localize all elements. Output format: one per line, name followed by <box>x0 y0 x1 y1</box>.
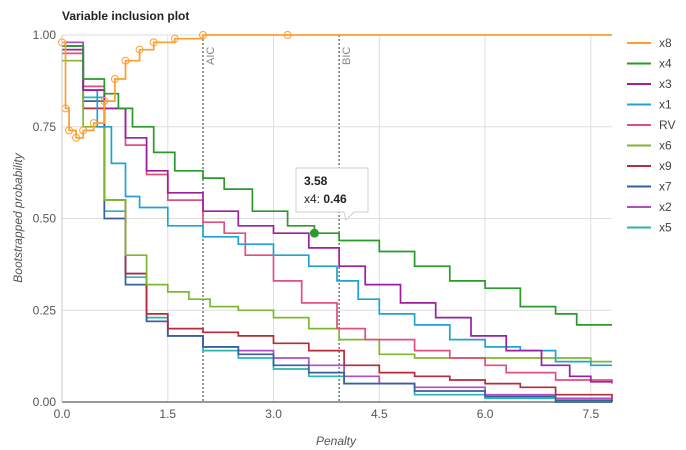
series-line-x2 <box>62 41 613 402</box>
series-point-x8 <box>170 34 179 43</box>
legend-label-x9: x9 <box>659 159 672 173</box>
tooltip-x-value: 3.58 <box>304 174 328 188</box>
legend-label-x1: x1 <box>659 98 672 112</box>
series-point-x8 <box>149 38 158 47</box>
series-point-x8 <box>100 97 109 106</box>
series-point-x8 <box>110 75 119 84</box>
legend-label-x2: x2 <box>659 200 672 214</box>
bic-label: BIC <box>341 47 353 65</box>
y-tick-label: 0.75 <box>33 120 57 134</box>
x-axis-label: Penalty <box>316 434 357 448</box>
y-axis-label: Bootstrapped probability <box>11 152 25 282</box>
series-point-x8 <box>72 133 81 142</box>
series-line-x8 <box>62 34 612 139</box>
chart-title: Variable inclusion plot <box>62 9 189 23</box>
legend: x8 x4 x3 x1 RV x6 x9 x7 x2 x5 <box>627 36 675 235</box>
series-point-x8 <box>135 45 144 54</box>
x-tick-label: 6.0 <box>477 407 494 421</box>
series-line-x4 <box>62 45 612 326</box>
y-tick-label: 0.00 <box>33 395 57 409</box>
series-point-x8 <box>199 31 208 39</box>
y-tick-label: 0.25 <box>33 303 57 317</box>
series-lines <box>58 31 613 403</box>
legend-label-x5: x5 <box>659 221 672 235</box>
legend-label-RV: RV <box>659 118 675 132</box>
grid <box>61 34 612 403</box>
series-line-x1 <box>62 45 612 367</box>
legend-label-x6: x6 <box>659 139 672 153</box>
series-line-RV <box>62 52 613 384</box>
legend-label-x7: x7 <box>659 180 672 194</box>
series-point-x8 <box>283 31 292 39</box>
x-tick-label: 3.0 <box>265 407 282 421</box>
x-tick-label: 1.5 <box>159 407 176 421</box>
aic-label: AIC <box>205 47 217 65</box>
legend-label-x3: x3 <box>659 77 672 91</box>
series-line-x3 <box>62 48 612 383</box>
y-tick-label: 1.00 <box>33 28 57 42</box>
x-tick-label: 7.5 <box>583 407 600 421</box>
x-tick-label: 0.0 <box>54 407 71 421</box>
series-point-x8 <box>89 119 98 128</box>
tooltip-series-value: x4: 0.46 <box>304 192 347 206</box>
series-line-x9 <box>62 48 613 399</box>
series-line-x6 <box>62 59 612 363</box>
tooltip-point <box>309 228 319 238</box>
series-point-x8 <box>65 126 74 135</box>
tooltip-box <box>295 167 369 221</box>
tooltip: 3.58 x4: 0.46 <box>295 167 369 238</box>
axes: 0.00 0.25 0.50 0.75 1.00 0.0 1.5 3.0 4.5 6.0 7.5 <box>33 28 612 421</box>
legend-label-x8: x8 <box>659 36 672 50</box>
series-line-x5 <box>62 41 612 403</box>
series-line-x7 <box>62 45 613 402</box>
legend-label-x4: x4 <box>659 57 672 71</box>
x-tick-label: 4.5 <box>371 407 388 421</box>
series-point-x8 <box>121 56 130 65</box>
series-point-x8 <box>79 126 88 135</box>
y-tick-label: 0.50 <box>33 212 57 226</box>
